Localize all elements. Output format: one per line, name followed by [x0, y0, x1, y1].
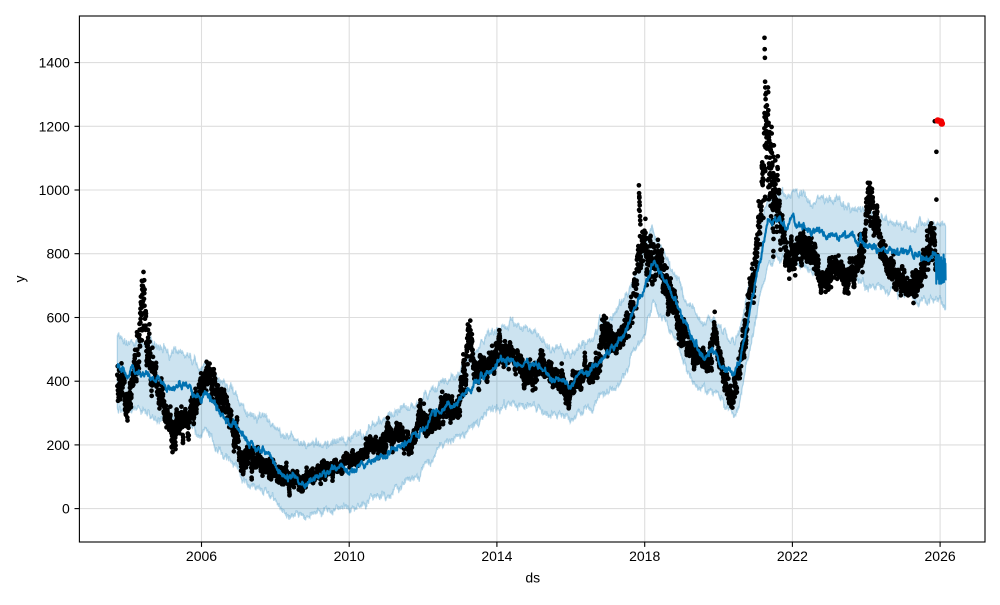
svg-text:600: 600 [46, 310, 70, 326]
svg-text:2014: 2014 [481, 548, 512, 564]
svg-text:1200: 1200 [39, 118, 70, 134]
svg-text:2026: 2026 [925, 548, 956, 564]
svg-text:2010: 2010 [334, 548, 365, 564]
svg-text:800: 800 [46, 246, 70, 262]
svg-text:1000: 1000 [39, 182, 70, 198]
svg-text:400: 400 [46, 373, 70, 389]
svg-text:200: 200 [46, 437, 70, 453]
svg-text:2018: 2018 [629, 548, 660, 564]
svg-text:ds: ds [525, 570, 540, 586]
svg-text:1400: 1400 [39, 55, 70, 71]
svg-text:2006: 2006 [186, 548, 217, 564]
svg-text:0: 0 [62, 501, 70, 517]
svg-text:y: y [12, 276, 28, 283]
svg-text:2022: 2022 [777, 548, 808, 564]
